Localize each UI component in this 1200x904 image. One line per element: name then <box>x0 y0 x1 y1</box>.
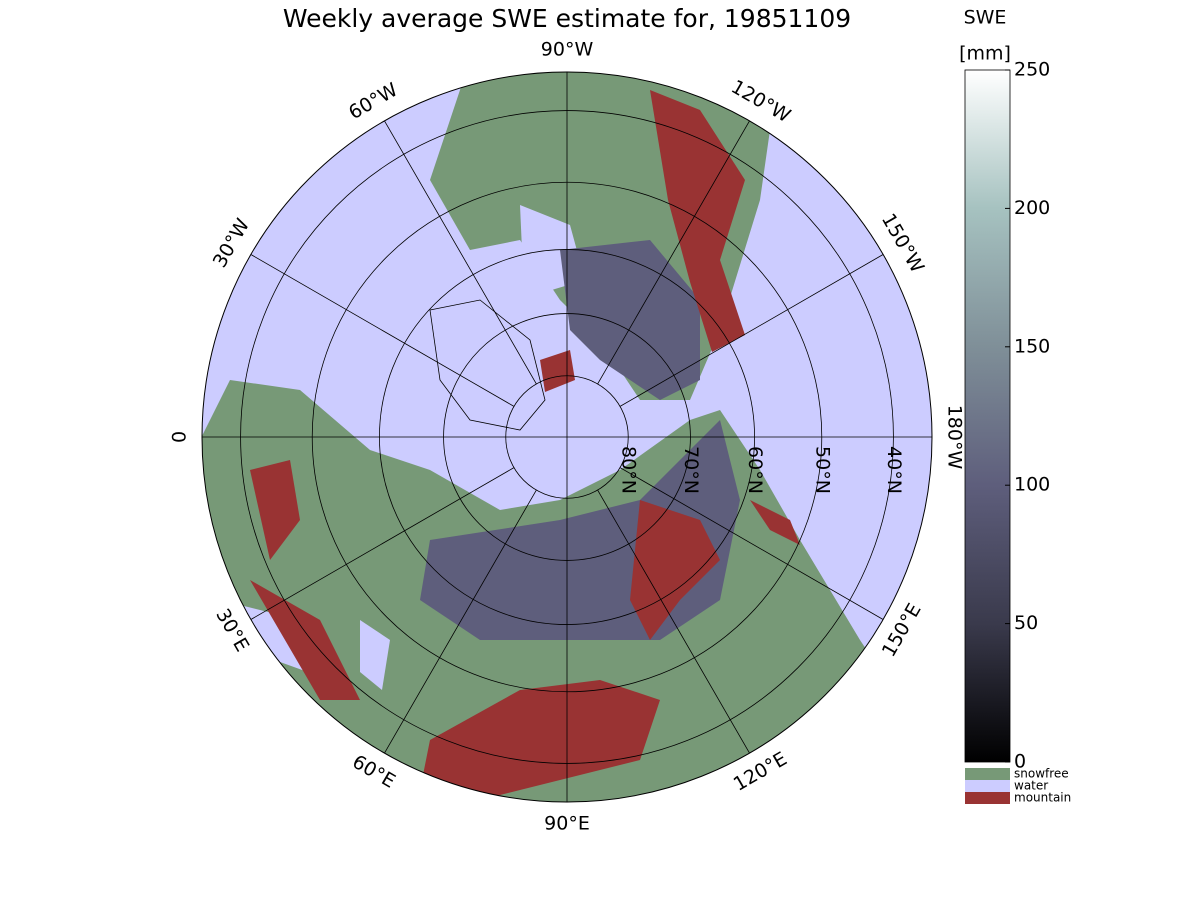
meridian <box>384 489 537 754</box>
category-label: snowfree <box>1014 767 1069 781</box>
mountain-area <box>420 680 660 800</box>
title: Weekly average SWE estimate for, 1985110… <box>283 4 851 33</box>
meridian <box>250 254 515 407</box>
meridian <box>597 489 750 754</box>
mountain-area <box>650 90 745 352</box>
mountain-area <box>250 580 360 700</box>
graticule: 80°N 70°N 60°N 50°N 40°N90°W60°W30°W030°E60°… <box>169 39 966 835</box>
colorbar-tick-label: 50 <box>1014 612 1038 634</box>
meridian <box>619 254 884 407</box>
colorbar-tick-label: 200 <box>1014 197 1050 219</box>
colorbar <box>964 69 1011 763</box>
category-label: water <box>1014 779 1048 793</box>
inland-sea <box>360 620 390 690</box>
parallel-label: 80°N <box>618 446 640 494</box>
meridian-label: 0 <box>169 431 191 443</box>
map-border <box>201 71 933 803</box>
greenland-outline <box>429 299 546 431</box>
mountain-area <box>540 350 575 392</box>
meridian <box>619 467 884 620</box>
meridian <box>384 120 537 385</box>
mountain-area <box>750 500 800 545</box>
category-swatch <box>965 792 1010 804</box>
colorbar-tick-label: 250 <box>1014 59 1050 81</box>
meridian <box>250 467 515 620</box>
meridian-label: 90°W <box>541 39 594 61</box>
parallel-label: 60°N <box>744 446 766 494</box>
mountain-area <box>630 500 720 640</box>
snow-cover <box>560 240 700 400</box>
meridian-label: 90°E <box>544 813 590 835</box>
colorbar-tick-label: 100 <box>1014 474 1050 496</box>
category-swatch <box>965 768 1010 780</box>
parallel-label: 50°N <box>811 446 833 494</box>
mountain-area <box>250 460 300 560</box>
meridian <box>597 120 750 385</box>
colorbar-tick-label: 150 <box>1014 335 1050 357</box>
colorbar-title: [mm] <box>959 43 1011 65</box>
meridian-label: 180°W <box>944 405 966 470</box>
colorbar-tick-label: 0 <box>1014 751 1026 773</box>
category-label: mountain <box>1014 791 1071 805</box>
colorbar-title: SWE <box>964 7 1007 29</box>
parallel-label: 40°N <box>883 446 905 494</box>
parallel-label: 70°N <box>680 446 702 494</box>
category-swatch <box>965 780 1010 792</box>
